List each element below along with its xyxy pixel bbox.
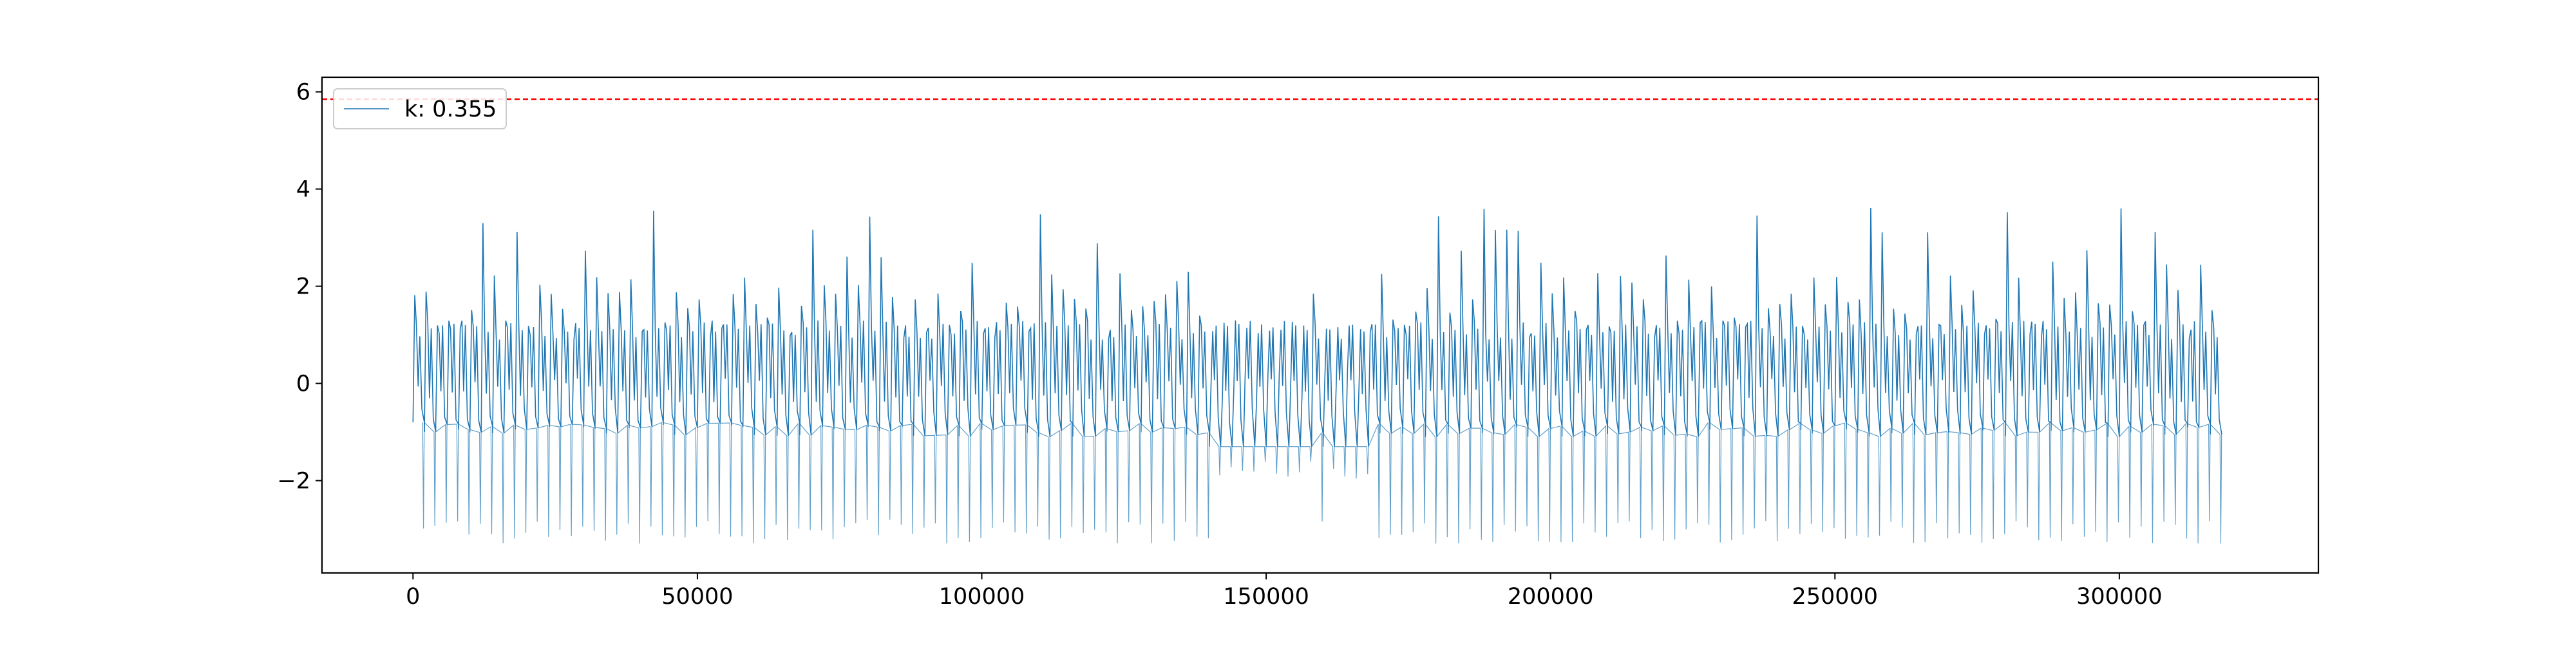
legend: k: 0.355 [333,88,507,129]
x-tick-label: 250000 [1792,584,1878,610]
y-axis-ticks: −2 0 2 4 6 [277,80,322,494]
x-tick-label: 150000 [1223,584,1309,610]
x-axis-ticks: 0 50000 100000 150000 200000 250000 300000 [406,573,2163,610]
y-tick-label: 2 [296,274,310,300]
x-tick-label: 50000 [661,584,733,610]
series-line-k-0-355 [412,207,2222,447]
plot-frame [321,76,2320,574]
series-line-lower-swing [422,421,2222,544]
series-layer [412,207,2222,544]
legend-label-k-0-355: k: 0.355 [404,97,497,122]
x-tick-label: 200000 [1508,584,1594,610]
axes-layer [321,76,2320,574]
y-tick-label: 0 [296,371,310,397]
y-tick-label: 4 [296,177,310,203]
x-tick-label: 100000 [939,584,1025,610]
x-tick-label: 300000 [2076,584,2163,610]
legend-box [333,88,507,129]
x-tick-label: 0 [406,584,420,610]
y-tick-label: −2 [277,469,310,494]
y-tick-label: 6 [296,80,310,106]
